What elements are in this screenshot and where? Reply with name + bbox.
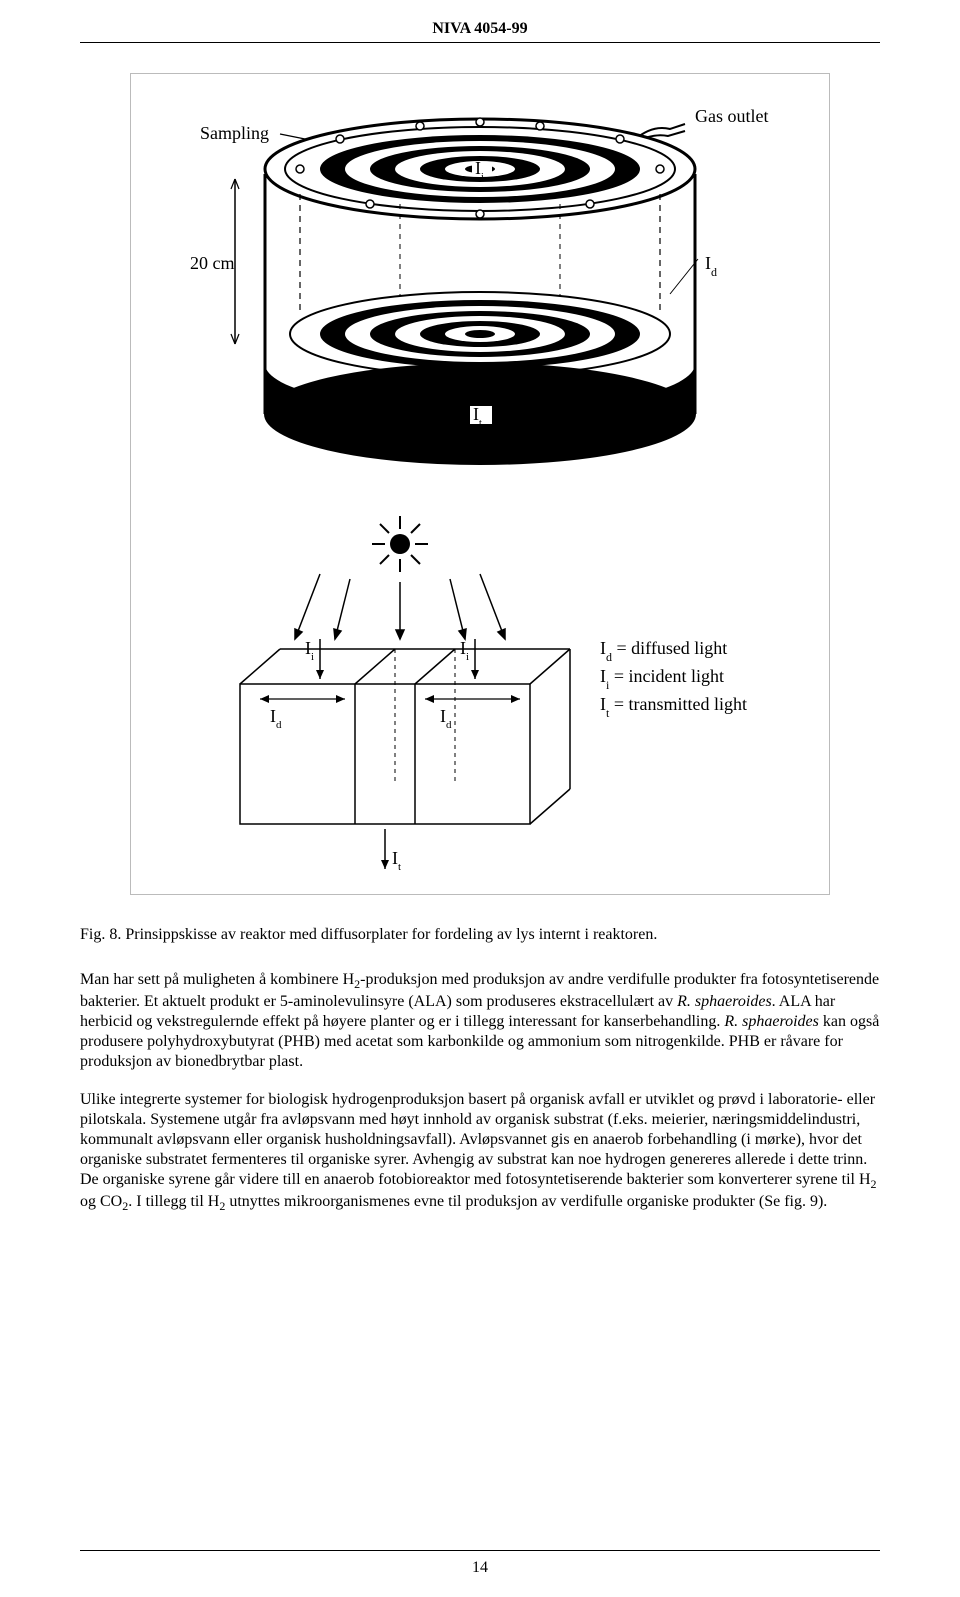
caption-label: Fig. 8. (80, 926, 121, 943)
caption-text: Prinsippskisse av reaktor med diffusorpl… (125, 926, 657, 943)
label-gas-outlet: Gas outlet (695, 106, 769, 126)
svg-text:Ii: Ii (460, 638, 469, 663)
svg-text:Ii: Ii (305, 638, 314, 663)
page-number: 14 (80, 1550, 880, 1577)
label-sampling: Sampling (200, 123, 269, 143)
reactor-top: Sampling Gas outlet (190, 106, 769, 464)
svg-text:Id: Id (440, 706, 452, 731)
svg-text:Id: Id (270, 706, 282, 731)
paragraph-2: Ulike integrerte systemer for biologisk … (80, 1090, 880, 1214)
reactor-diagram-svg: Sampling Gas outlet (140, 84, 820, 884)
light-rays (295, 574, 505, 639)
svg-text:It: It (392, 848, 401, 873)
label-20cm: 20 cm (190, 253, 235, 273)
light-legend: Id = diffused light Ii = incident light … (600, 638, 747, 720)
box-diagram: Ii Ii Id Id It (240, 638, 570, 873)
figure-8: Sampling Gas outlet (130, 73, 830, 895)
svg-text:It = transmitted light: It = transmitted light (600, 694, 747, 720)
paragraph-1: Man har sett på muligheten å kombinere H… (80, 970, 880, 1072)
svg-text:Ii = incident light: Ii = incident light (600, 666, 724, 692)
page-header: NIVA 4054-99 (80, 20, 880, 43)
svg-text:Id = diffused light: Id = diffused light (600, 638, 727, 664)
sun-symbol (372, 516, 428, 572)
label-id-side: Id (705, 253, 717, 279)
figure-caption: Fig. 8. Prinsippskisse av reaktor med di… (80, 925, 880, 946)
